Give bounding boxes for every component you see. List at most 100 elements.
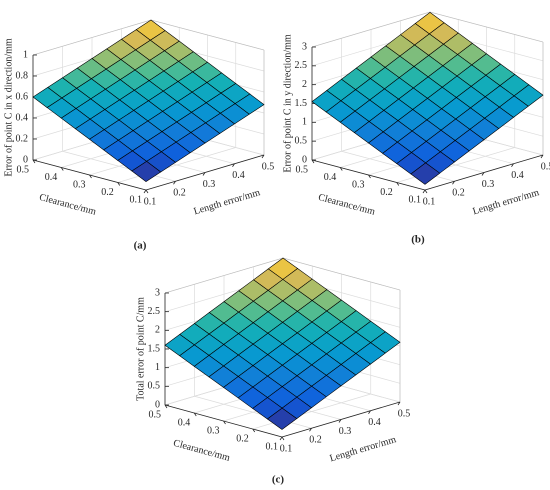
caption: (b) <box>411 234 425 246</box>
tick-mark <box>223 420 226 425</box>
y-tick-label: 0.5 <box>149 409 162 420</box>
y-tick-label: 0.5 <box>296 164 309 175</box>
z-tick-label: 0.6 <box>16 91 29 102</box>
x-tick-label: 0.1 <box>144 196 157 207</box>
tick-mark <box>368 174 371 179</box>
x-tick-label: 0.4 <box>511 170 524 181</box>
tick-mark <box>422 189 426 194</box>
surface-patch <box>266 407 298 430</box>
axis-line <box>282 257 401 291</box>
x-tick-label: 0.2 <box>452 188 465 199</box>
tick-mark <box>424 189 428 194</box>
y-tick-label: 0.1 <box>409 194 422 205</box>
z-tick-label: 0.8 <box>16 70 29 81</box>
x-axis-label: Length error/mm <box>328 434 397 464</box>
z-tick-label: 2.5 <box>148 306 161 317</box>
tick-mark <box>279 436 283 441</box>
y-tick-label: 0.2 <box>380 187 393 198</box>
x-axis-label: Length error/mm <box>471 187 540 217</box>
tick-mark <box>252 428 256 433</box>
x-tick-label: 0.2 <box>309 435 322 446</box>
z-tick-label: 0.5 <box>295 135 308 146</box>
tick-mark <box>164 404 168 409</box>
surface-plot: 0.10.20.30.40.50.10.20.30.40.500.511.522… <box>282 11 550 246</box>
tick-mark <box>311 159 315 164</box>
z-tick-label: 3 <box>302 41 307 52</box>
x-tick-label: 0.4 <box>232 170 245 181</box>
y-tick-label: 0.3 <box>207 425 220 436</box>
y-axis-label: Clearance/mm <box>317 192 376 218</box>
tick-mark <box>540 154 544 159</box>
tick-mark <box>281 436 285 441</box>
x-tick-label: 0.4 <box>368 417 381 428</box>
tick-mark <box>60 167 64 171</box>
z-tick-label: 2.5 <box>295 60 308 71</box>
z-axis-label: Error of point C in y direction/mm <box>282 34 293 173</box>
x-tick-label: 0.5 <box>398 408 411 419</box>
x-tick-label: 0.1 <box>280 443 293 454</box>
tick-mark <box>117 182 121 186</box>
y-tick-label: 0.4 <box>324 172 337 183</box>
z-tick-label: 1 <box>155 362 160 373</box>
z-tick-label: 1.5 <box>148 343 161 354</box>
z-tick-label: 2 <box>155 325 160 336</box>
axis-line <box>150 19 265 51</box>
z-tick-label: 1 <box>302 117 307 128</box>
tick-mark <box>511 163 514 167</box>
tick-mark <box>32 159 36 164</box>
y-tick-label: 0.3 <box>352 179 365 190</box>
z-tick-label: 3 <box>155 287 160 298</box>
y-axis-label: Clearance/mm <box>38 192 97 218</box>
y-tick-label: 0.4 <box>45 172 58 183</box>
z-tick-label: 0 <box>155 399 160 410</box>
z-tick-label: 0.5 <box>148 381 161 392</box>
tick-mark <box>261 154 265 159</box>
caption: (a) <box>134 240 147 252</box>
y-tick-label: 0.1 <box>130 194 143 205</box>
tick-mark <box>397 401 401 406</box>
y-axis-label: Clearance/mm <box>172 438 231 464</box>
grid-line <box>117 147 236 183</box>
z-tick-label: 0.4 <box>16 112 29 123</box>
z-tick-label: 2 <box>302 79 307 90</box>
x-tick-label: 0.3 <box>482 179 495 190</box>
tick-mark <box>143 189 147 194</box>
x-tick-label: 0.5 <box>262 161 275 172</box>
z-tick-label: 0 <box>23 154 28 165</box>
y-tick-label: 0.2 <box>101 187 114 198</box>
x-tick-label: 0.3 <box>203 179 216 190</box>
x-tick-label: 0.2 <box>173 188 186 199</box>
surface-plot: 0.10.20.30.40.50.10.20.30.40.500.20.40.6… <box>3 19 275 252</box>
z-axis-label: Error of point C in x direction/mm <box>3 38 14 177</box>
tick-mark <box>396 182 400 186</box>
z-tick-label: 1.5 <box>295 98 308 109</box>
x-tick-label: 0.3 <box>339 426 352 437</box>
tick-mark <box>338 419 342 423</box>
tick-mark <box>89 174 92 179</box>
surface-patch <box>131 161 162 182</box>
tick-mark <box>368 410 371 414</box>
y-tick-label: 0.4 <box>178 417 191 428</box>
surface-plot: 0.10.20.30.40.50.10.20.30.40.500.511.522… <box>135 257 411 486</box>
axis-line <box>164 257 284 294</box>
y-tick-label: 0.2 <box>236 433 249 444</box>
z-axis-label: Total error of point C/mm <box>135 297 146 401</box>
grid-line <box>252 393 371 430</box>
tick-mark <box>481 172 485 176</box>
surface-patch <box>410 162 441 185</box>
axis-line <box>32 19 152 56</box>
y-tick-label: 0.1 <box>266 441 279 452</box>
z-tick-label: 0.2 <box>16 133 29 144</box>
tick-mark <box>339 167 343 171</box>
x-tick-label: 0.5 <box>541 161 550 172</box>
z-tick-label: 1 <box>23 49 28 60</box>
axis-line <box>311 11 431 48</box>
x-tick-label: 0.1 <box>423 196 436 207</box>
z-tick-label: 0 <box>302 154 307 165</box>
tick-mark <box>452 181 455 185</box>
tick-mark <box>145 189 149 194</box>
tick-mark <box>309 428 312 432</box>
tick-mark <box>193 412 197 417</box>
y-tick-label: 0.3 <box>73 179 86 190</box>
